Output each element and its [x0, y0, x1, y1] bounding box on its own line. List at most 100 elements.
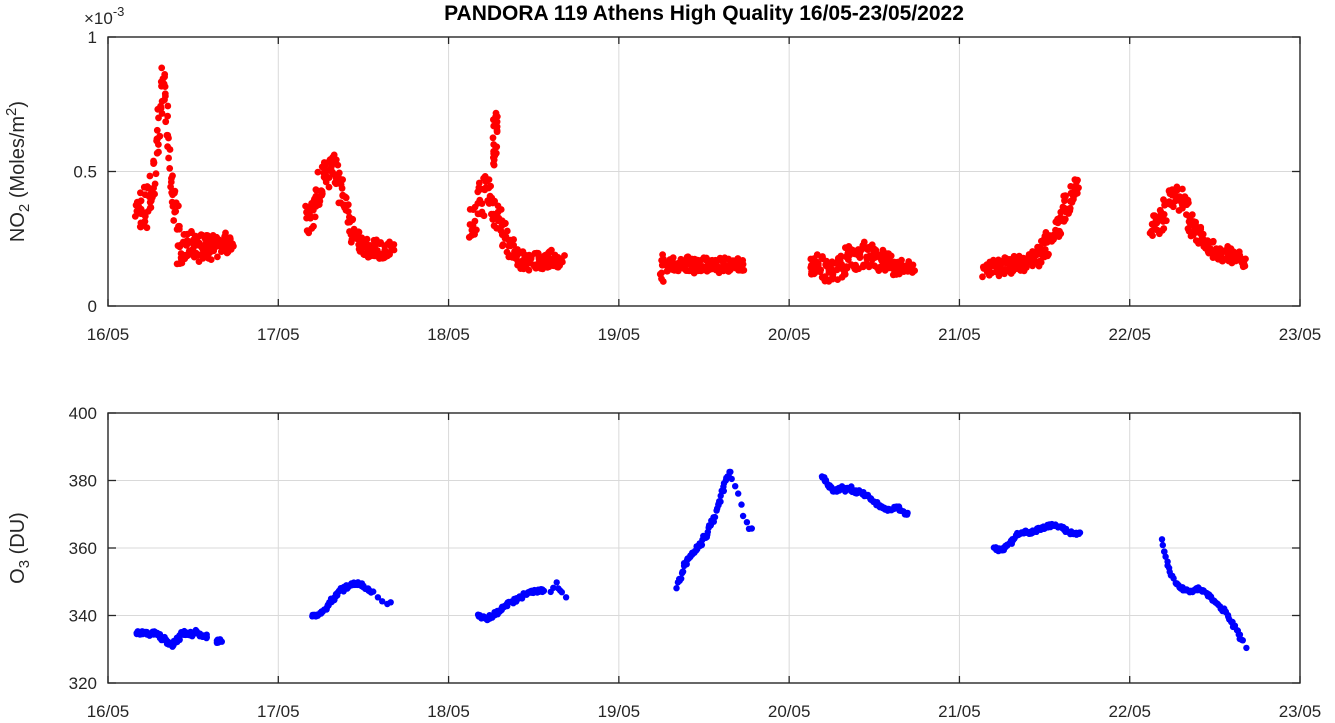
data-point — [311, 213, 319, 221]
data-point — [339, 176, 346, 184]
data-point — [510, 236, 517, 243]
y-tick-label: 320 — [69, 674, 97, 693]
data-point — [170, 217, 178, 224]
data-point — [738, 501, 745, 508]
data-point — [489, 134, 497, 142]
data-point — [717, 498, 724, 505]
data-point — [480, 212, 488, 220]
data-point — [491, 197, 498, 205]
data-point — [493, 143, 501, 151]
o3-y-axis-label: O3 (DU) — [7, 512, 33, 584]
axes-layer — [107, 36, 1301, 684]
data-point — [166, 165, 174, 172]
data-point — [1160, 211, 1168, 218]
data-point — [315, 201, 323, 208]
data-point — [218, 638, 225, 645]
data-point — [386, 251, 393, 258]
data-point — [1159, 541, 1167, 549]
data-point — [152, 170, 160, 178]
data-point — [325, 183, 333, 191]
data-point — [214, 253, 221, 261]
x-tick-label: 18/05 — [427, 325, 470, 344]
data-point — [379, 598, 386, 605]
data-point — [887, 252, 895, 260]
x-tick-label: 21/05 — [938, 325, 981, 344]
data-point — [698, 541, 706, 549]
data-point — [1188, 211, 1196, 219]
data-point — [909, 261, 917, 269]
data-point — [164, 112, 172, 120]
data-point — [660, 255, 667, 263]
data-point — [374, 594, 382, 601]
data-point — [669, 254, 677, 261]
data-point — [156, 132, 164, 140]
data-point — [728, 475, 735, 483]
data-point — [162, 118, 170, 126]
data-point — [338, 184, 346, 192]
data-point — [203, 634, 210, 641]
x-tick-label: 20/05 — [768, 702, 811, 721]
data-point — [161, 96, 168, 104]
data-point — [489, 215, 497, 223]
data-point — [1162, 553, 1169, 560]
data-point — [814, 260, 822, 267]
data-point — [740, 266, 748, 274]
data-point — [150, 159, 158, 166]
data-point — [390, 246, 398, 254]
data-point — [739, 512, 747, 520]
data-point — [370, 588, 377, 595]
data-point — [151, 190, 159, 198]
x-tick-label: 20/05 — [768, 325, 811, 344]
data-point — [153, 126, 161, 134]
data-point — [158, 64, 166, 72]
data-point — [510, 241, 517, 249]
data-point — [181, 253, 189, 261]
data-point — [1075, 184, 1082, 192]
data-point — [548, 246, 555, 254]
data-point — [188, 228, 195, 235]
y-axis-exponent-label: ×10-3 — [84, 4, 124, 28]
data-point — [1209, 237, 1217, 245]
x-tick-label: 19/05 — [598, 325, 641, 344]
data-point — [344, 201, 352, 209]
data-point — [499, 241, 507, 249]
data-point — [155, 141, 162, 148]
data-point — [559, 258, 566, 266]
data-point — [525, 266, 533, 274]
data-point — [844, 256, 852, 263]
data-point — [161, 83, 169, 90]
data-point — [1076, 529, 1084, 536]
data-point — [904, 509, 911, 517]
data-point — [310, 222, 317, 230]
data-point — [161, 90, 169, 98]
data-point — [342, 206, 350, 214]
data-point — [341, 193, 349, 201]
data-point — [493, 123, 501, 131]
data-point — [363, 235, 371, 243]
data-point — [473, 226, 480, 234]
no2-y-axis-label: NO2 (Moles/m2) — [3, 101, 33, 242]
data-point — [230, 242, 237, 250]
y-tick-label: 340 — [69, 607, 97, 626]
data-point — [1057, 230, 1065, 238]
data-point — [465, 233, 473, 241]
data-point — [137, 197, 145, 205]
y-tick-label: 0.5 — [73, 163, 97, 182]
data-point — [164, 102, 172, 110]
data-point — [1161, 548, 1168, 555]
data-point — [349, 216, 356, 224]
data-point — [145, 184, 153, 192]
data-point — [165, 134, 172, 142]
data-point — [166, 146, 174, 153]
data-point — [146, 172, 154, 180]
data-point — [371, 244, 379, 252]
data-point — [1149, 232, 1156, 240]
data-point — [852, 266, 860, 273]
y-tick-label: 360 — [69, 539, 97, 558]
data-point — [743, 519, 751, 526]
x-tick-label: 21/05 — [938, 702, 981, 721]
data-point — [562, 594, 570, 601]
tick-labels-layer: 16/05 17/05 18/05 19/05 20/05 21/05 22/05 23/05… — [69, 28, 1322, 721]
data-point — [656, 270, 664, 278]
